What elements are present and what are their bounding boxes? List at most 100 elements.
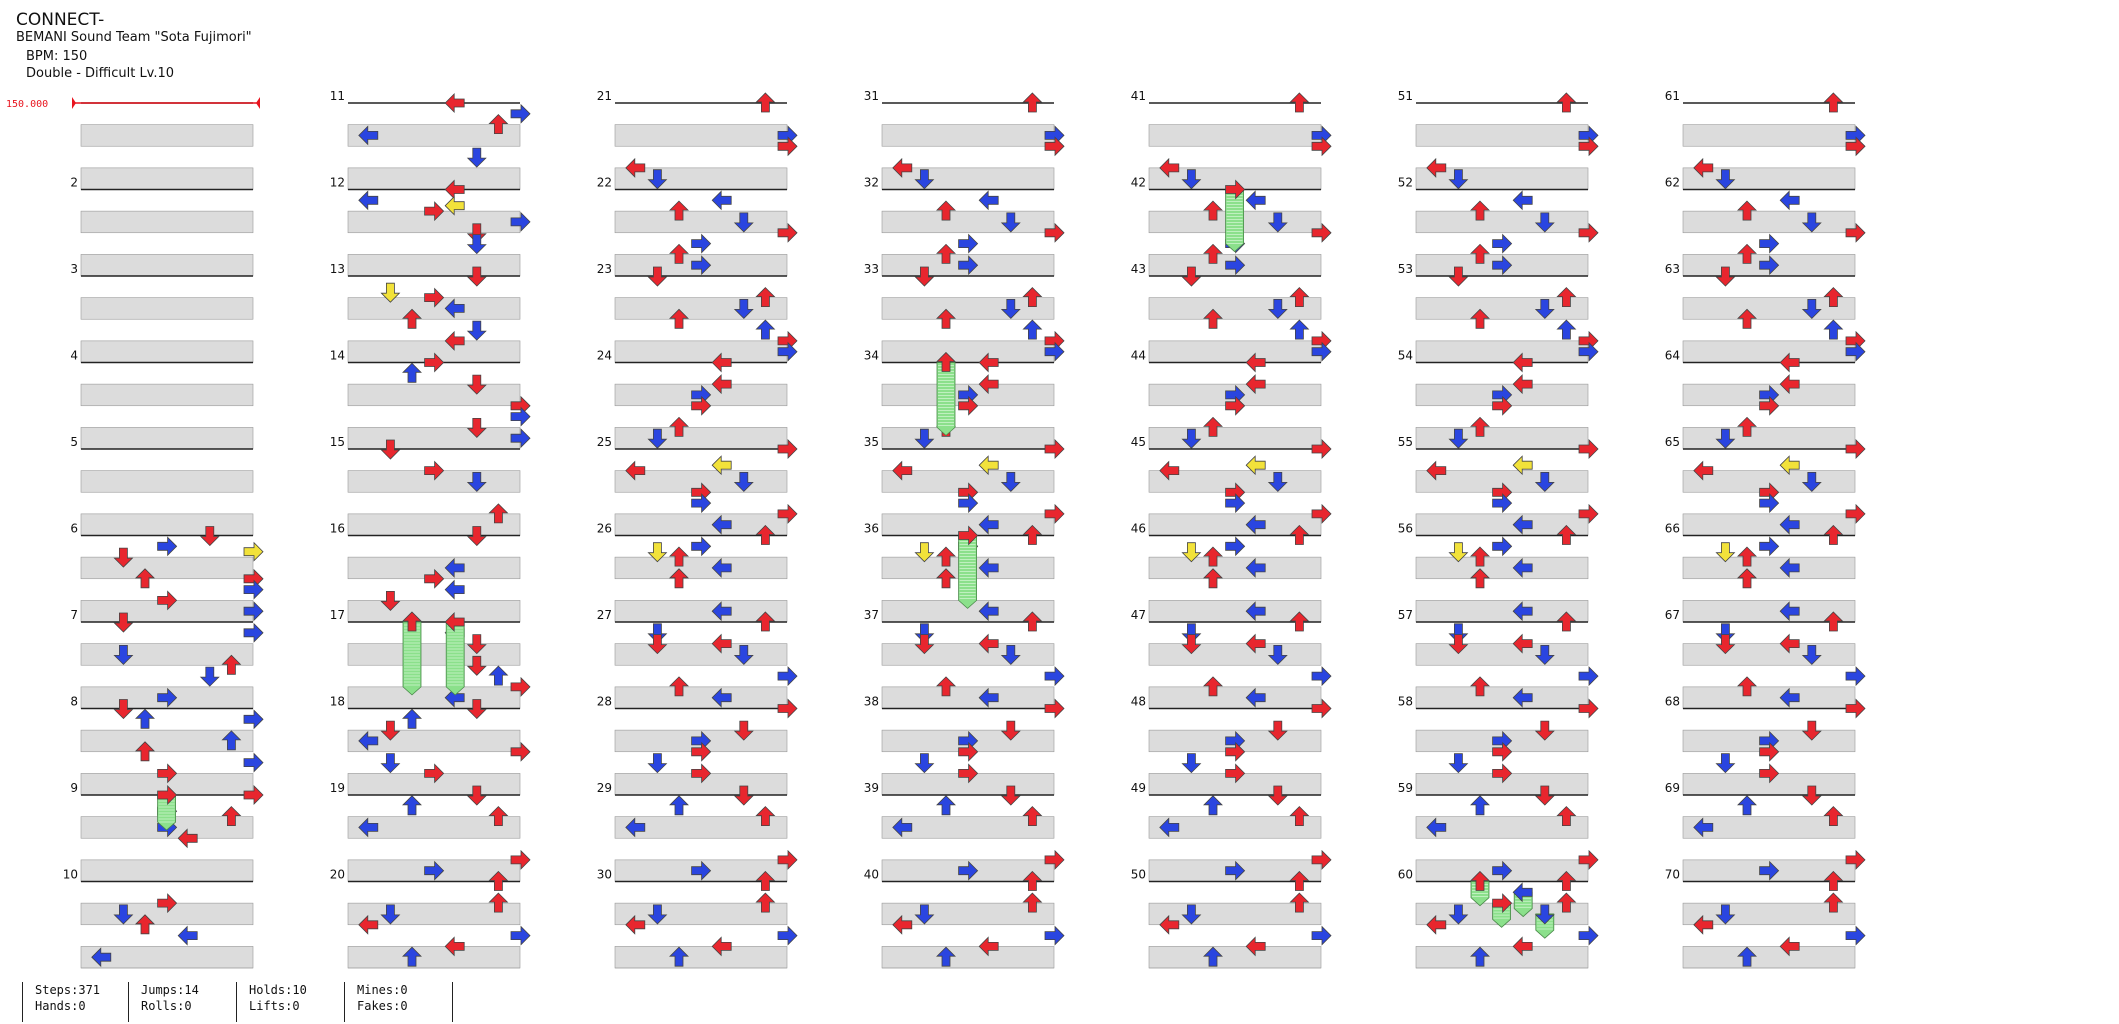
note-arrow-left	[978, 936, 999, 957]
note-arrow-up	[1556, 524, 1577, 545]
note-arrow-down	[1534, 785, 1555, 806]
beat-row	[81, 450, 253, 471]
note-arrow-left	[978, 633, 999, 654]
note-arrow-up	[1203, 416, 1223, 437]
beat-row	[882, 190, 1054, 212]
note-arrow-down	[466, 374, 487, 395]
measure-number: 36	[864, 522, 879, 536]
note-arrow-down	[1534, 212, 1555, 233]
note-arrow-left	[1245, 455, 1266, 476]
beat-row-shaded	[1682, 210, 1856, 234]
note-arrow-down	[380, 753, 401, 774]
note-arrow-right	[1492, 893, 1513, 914]
beat-row	[615, 882, 787, 904]
note-arrow-up	[402, 362, 422, 383]
beat-row-shaded	[80, 427, 254, 450]
note-arrow-up	[1737, 416, 1757, 437]
beat-row	[81, 104, 253, 125]
measure-number: 68	[1665, 695, 1680, 709]
beat-row-shaded	[347, 643, 521, 666]
note-arrow-left	[1159, 157, 1180, 178]
note-arrow-right	[1845, 925, 1866, 946]
beat-row	[1416, 882, 1588, 904]
beat-row	[81, 493, 253, 514]
note-arrow-down	[1267, 471, 1288, 492]
note-arrow-right	[1044, 925, 1065, 946]
note-arrow-left	[358, 914, 379, 935]
measure-number: 62	[1665, 176, 1680, 190]
note-arrow-right	[510, 925, 531, 946]
stats-group-mines: Mines:0 Fakes:0	[344, 982, 408, 1022]
beat-row	[1149, 363, 1321, 385]
note-arrow-up	[402, 795, 422, 816]
note-arrow-right	[243, 622, 264, 643]
note-arrow-down	[1534, 720, 1555, 741]
note-arrow-right	[243, 541, 264, 562]
song-artist: BEMANI Sound Team "Sota Fujimori"	[16, 30, 252, 45]
note-arrow-up	[669, 946, 689, 967]
note-arrow-left	[444, 330, 465, 351]
note-arrow-right	[958, 860, 979, 881]
note-arrow-right	[777, 439, 798, 459]
measure-number: 63	[1665, 262, 1680, 276]
note-arrow-right	[243, 785, 264, 805]
beat-row-shaded	[347, 427, 521, 450]
beat-row-shaded	[614, 556, 788, 580]
beat-row	[1683, 363, 1855, 385]
beat-row	[348, 233, 520, 255]
note-arrow-right	[1578, 849, 1599, 870]
note-arrow-up	[669, 200, 689, 221]
beat-row	[882, 104, 1054, 125]
note-arrow-left	[1426, 460, 1447, 481]
note-arrow-up	[1737, 243, 1757, 264]
note-arrow-down	[466, 266, 487, 287]
note-arrow-left	[1512, 514, 1533, 535]
measure-number: 35	[864, 435, 879, 449]
note-arrow-up	[1556, 319, 1577, 340]
note-arrow-down	[1801, 298, 1822, 319]
beat-row	[1416, 363, 1588, 385]
beat-row	[615, 363, 787, 385]
note-arrow-left	[892, 817, 913, 838]
beat-row-shaded	[1682, 124, 1856, 147]
note-arrow-up	[669, 546, 689, 567]
beat-row	[1149, 925, 1321, 947]
note-arrow-up	[402, 308, 422, 329]
note-arrow-left	[177, 925, 198, 946]
measure-number: 65	[1665, 435, 1680, 449]
note-arrow-right	[691, 536, 712, 557]
note-arrow-right	[157, 687, 178, 708]
note-arrow-up	[669, 416, 689, 437]
stat-rolls: Rolls:0	[141, 999, 192, 1013]
note-arrow-right	[243, 579, 264, 600]
note-arrow-down	[466, 785, 487, 806]
beat-row-shaded	[614, 427, 788, 450]
beat-row-shaded	[1415, 556, 1589, 580]
note-arrow-up	[1823, 92, 1844, 113]
note-arrow-up	[488, 503, 509, 524]
note-arrow-up	[1022, 611, 1043, 632]
note-arrow-right	[510, 676, 531, 697]
note-arrow-left	[1512, 190, 1533, 211]
note-arrow-right	[1845, 503, 1866, 524]
beat-row-shaded	[347, 254, 521, 277]
beat-row-shaded	[881, 816, 1055, 839]
beat-row	[1683, 320, 1855, 341]
note-arrow-up	[1289, 92, 1310, 113]
beat-row	[1683, 450, 1855, 471]
note-arrow-up	[1823, 319, 1844, 340]
note-arrow-right	[1759, 860, 1780, 881]
beat-row	[1416, 406, 1588, 428]
note-arrow-right	[243, 752, 264, 773]
beat-row-shaded	[1415, 340, 1589, 363]
note-arrow-right	[1044, 849, 1065, 870]
note-arrow-down	[647, 542, 668, 563]
note-arrow-up	[755, 92, 776, 113]
note-arrow-left	[177, 828, 198, 849]
beat-row-shaded	[80, 124, 254, 147]
note-arrow-down	[914, 428, 935, 449]
beat-row	[615, 406, 787, 428]
song-title: CONNECT-	[16, 10, 105, 30]
note-arrow-right	[1492, 395, 1513, 416]
beat-row	[348, 320, 520, 341]
